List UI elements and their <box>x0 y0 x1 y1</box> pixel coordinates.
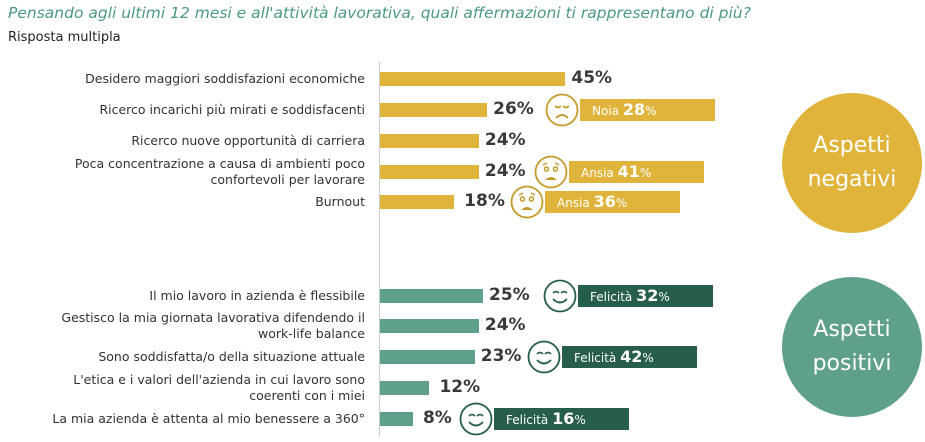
emotion-value: 32 <box>636 286 659 305</box>
category-label: Desidero maggiori soddisfazioni economic… <box>85 71 365 86</box>
chart-subtitle: Risposta multipla <box>8 30 121 45</box>
bar <box>380 381 430 395</box>
bar <box>380 103 488 117</box>
emotion-badge: Felicità 42% <box>562 346 697 368</box>
emotion-label: Felicità <box>506 413 553 427</box>
positive-group-label: Aspetti positivi <box>812 317 892 376</box>
bar <box>380 165 479 179</box>
smiling-face-icon <box>543 279 577 317</box>
value-label: 26% <box>493 99 534 119</box>
category-label: Gestisco la mia giornata lavorativa dife… <box>61 310 365 341</box>
emotion-label: Felicità <box>590 290 637 304</box>
emotion-label: Noia <box>592 104 623 118</box>
emotion-label: Ansia <box>581 166 618 180</box>
smiling-face-icon <box>459 402 493 440</box>
category-label: Poca concentrazione a causa di ambienti … <box>74 156 365 187</box>
bar <box>380 350 475 364</box>
axis-line <box>379 62 380 437</box>
category-label: La mia azienda è attenta al mio benesser… <box>52 411 365 426</box>
emotion-value: 36 <box>593 192 616 211</box>
bar <box>380 134 479 148</box>
bar <box>380 412 413 426</box>
emotion-value: 42 <box>620 347 643 366</box>
sad-face-icon <box>545 93 579 131</box>
negative-group-label: Aspetti negativi <box>807 133 897 192</box>
emotion-badge: Felicità 16% <box>494 408 629 430</box>
emotion-value: 16 <box>552 409 575 428</box>
emotion-label: Ansia <box>557 196 594 210</box>
category-label: Ricerco incarichi più mirati e soddisfac… <box>99 102 365 117</box>
emotion-badge: Ansia 41% <box>569 161 704 183</box>
bar <box>380 195 455 209</box>
value-label: 12% <box>439 377 481 397</box>
chart-title: Pensando agli ultimi 12 mesi e all'attiv… <box>8 4 751 22</box>
emotion-value: 41 <box>617 162 640 181</box>
category-label: Ricerco nuove opportunità di carriera <box>131 133 365 148</box>
bar <box>380 289 483 303</box>
value-label: 8% <box>422 408 452 428</box>
emotion-label: Felicità <box>574 351 621 365</box>
value-label: 24% <box>484 130 526 150</box>
anxious-face-icon <box>534 155 568 193</box>
category-label: Il mio lavoro in azienda è flessibile <box>149 288 365 303</box>
value-label: 24% <box>484 315 526 335</box>
smiling-face-icon <box>527 340 561 378</box>
category-label: L'etica e i valori dell'azienda in cui l… <box>73 372 365 403</box>
positive-group-circle: Aspetti positivi <box>782 277 922 417</box>
bar <box>380 72 566 86</box>
value-label: 23% <box>480 346 522 366</box>
emotion-badge: Noia 28% <box>580 99 715 121</box>
emotion-badge: Felicità 32% <box>578 285 713 307</box>
value-label: 45% <box>571 68 613 88</box>
category-label: Burnout <box>315 194 365 209</box>
anxious-face-icon <box>510 185 544 223</box>
value-label: 25% <box>489 285 530 305</box>
value-label: 18% <box>464 191 505 211</box>
emotion-value: 28 <box>622 100 646 119</box>
negative-group-circle: Aspetti negativi <box>782 93 922 233</box>
bar <box>380 319 479 333</box>
category-label: Sono soddisfatta/o della situazione attu… <box>98 349 365 364</box>
value-label: 24% <box>484 161 526 181</box>
emotion-badge: Ansia 36% <box>545 191 680 213</box>
